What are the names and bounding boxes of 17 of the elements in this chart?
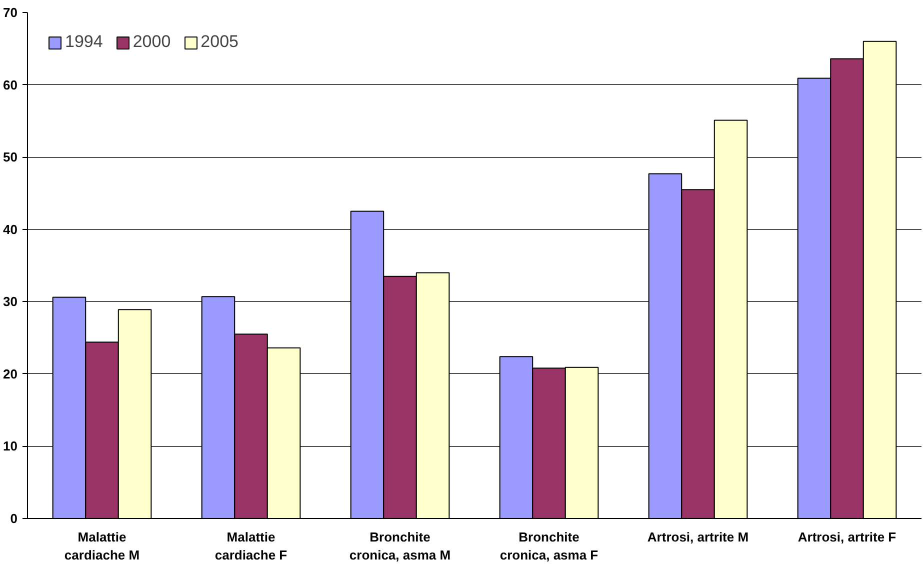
legend-label: 2000 — [132, 32, 171, 52]
y-tick-label: 0 — [10, 511, 18, 526]
y-tick-label: 20 — [3, 366, 18, 382]
x-tick-label: Malattie cardiache F — [214, 530, 288, 562]
y-tick-label: 50 — [3, 150, 18, 165]
y-tick-label: 10 — [3, 438, 18, 454]
y-tick-label: 30 — [3, 294, 18, 310]
x-tick-label: Bronchite cronica, asma M — [349, 530, 451, 562]
x-tick-label: Malattie cardiache M — [64, 530, 140, 562]
y-tick-label: 60 — [3, 77, 18, 92]
legend-label: 2005 — [200, 32, 238, 52]
x-tick-label: Artrosi, artrite F — [798, 530, 896, 544]
x-tick-label: Bronchite cronica, asma F — [500, 530, 598, 562]
y-tick-label: 40 — [3, 222, 18, 237]
x-tick-label: Artrosi, artrite M — [647, 530, 749, 544]
legend-label: 1994 — [65, 32, 103, 52]
y-tick-label: 70 — [3, 5, 18, 20]
